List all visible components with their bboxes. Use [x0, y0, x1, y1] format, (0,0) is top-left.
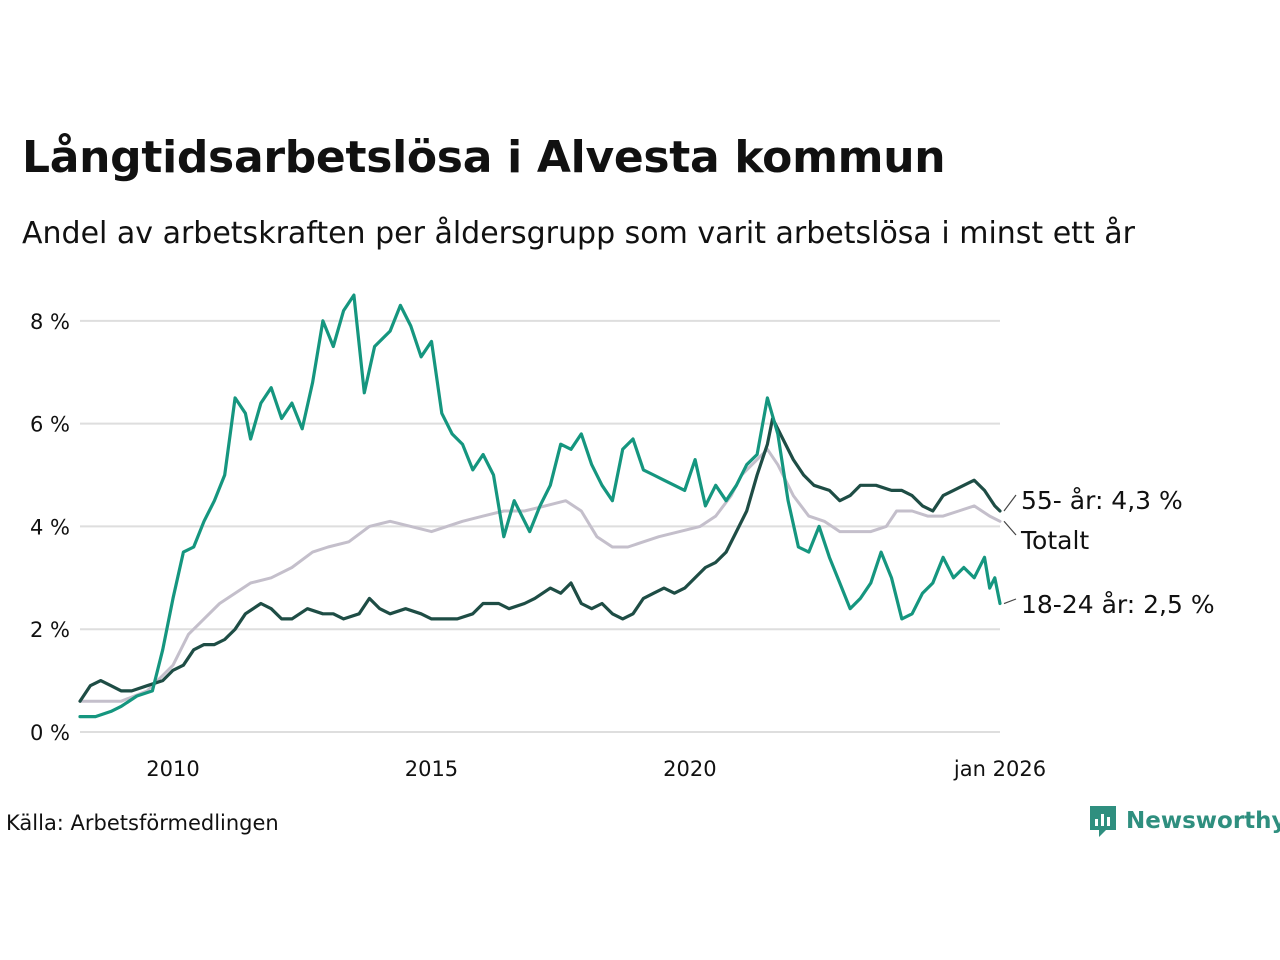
series-line-total	[78, 447, 1002, 703]
y-tick-label-0: 0 %	[30, 721, 70, 745]
source-note: Källa: Arbetsförmedlingen	[6, 811, 279, 835]
y-tick-label-4: 4 %	[30, 515, 70, 539]
end-label-age55: 55- år: 4,3 %	[1021, 486, 1183, 515]
brand-logo: Newsworthy	[1088, 804, 1280, 838]
y-tick-label-8: 8 %	[30, 310, 70, 334]
y-tick-label-2: 2 %	[30, 618, 70, 642]
x-tick-label-2010: 2010	[146, 757, 199, 781]
series-line-age1824	[78, 293, 1002, 719]
y-tick-label-6: 6 %	[30, 413, 70, 437]
chart-title: Långtidsarbetslösa i Alvesta kommun	[22, 132, 946, 183]
chart-subtitle: Andel av arbetskraften per åldersgrupp s…	[22, 216, 1135, 251]
x-tick-label-2015: 2015	[405, 757, 458, 781]
end-label-leader-age55	[1003, 494, 1017, 512]
end-label-leader-age1824	[1003, 598, 1017, 605]
newsworthy-logo-icon	[1090, 806, 1116, 837]
series-line-age55	[78, 416, 1002, 703]
end-label-age1824: 18-24 år: 2,5 %	[1021, 590, 1215, 619]
x-tick-label-2020: 2020	[663, 757, 716, 781]
end-label-leader-total	[1003, 520, 1017, 536]
x-tick-label-jan-2026: jan 2026	[953, 757, 1046, 781]
brand-name: Newsworthy	[1126, 808, 1280, 834]
end-label-total: Totalt	[1020, 526, 1089, 555]
